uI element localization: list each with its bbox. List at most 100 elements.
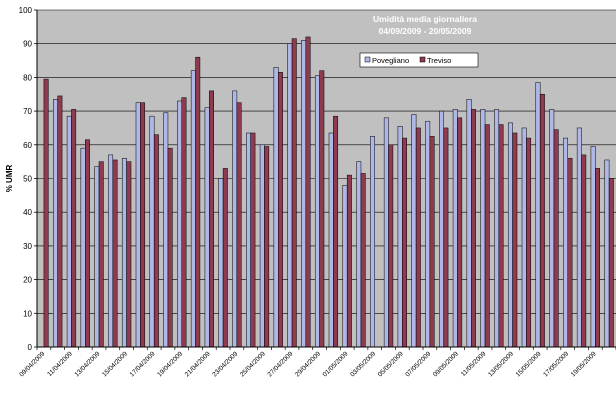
bar-treviso bbox=[568, 158, 572, 347]
bar-povegliano bbox=[577, 128, 581, 347]
bar-treviso bbox=[389, 145, 393, 347]
bar-povegliano bbox=[260, 145, 264, 347]
bar-povegliano bbox=[329, 133, 333, 347]
bar-povegliano bbox=[164, 113, 168, 347]
bar-treviso bbox=[347, 175, 351, 347]
y-tick-label: 10 bbox=[23, 309, 32, 318]
bar-povegliano bbox=[467, 99, 471, 347]
bar-treviso bbox=[416, 128, 420, 347]
bar-treviso bbox=[85, 140, 89, 347]
bar-treviso bbox=[223, 168, 227, 347]
bar-povegliano bbox=[108, 155, 112, 347]
y-tick-label: 40 bbox=[23, 208, 32, 217]
bar-povegliano bbox=[536, 82, 540, 347]
bar-treviso bbox=[292, 39, 296, 347]
y-tick-label: 50 bbox=[23, 175, 32, 184]
bar-treviso bbox=[209, 91, 213, 347]
bar-povegliano bbox=[412, 114, 416, 347]
bar-treviso bbox=[264, 146, 268, 347]
bar-povegliano bbox=[67, 116, 71, 347]
y-tick-label: 80 bbox=[23, 73, 32, 82]
legend: Povegliano Treviso bbox=[360, 53, 478, 67]
bar-povegliano bbox=[205, 108, 209, 347]
bar-povegliano bbox=[481, 109, 485, 347]
bar-treviso bbox=[499, 125, 503, 347]
bar-povegliano bbox=[522, 128, 526, 347]
bar-treviso bbox=[58, 96, 62, 347]
bar-povegliano bbox=[357, 162, 361, 347]
bar-povegliano bbox=[508, 123, 512, 347]
y-tick-label: 60 bbox=[23, 141, 32, 150]
bar-treviso bbox=[196, 57, 200, 347]
bar-povegliano bbox=[384, 118, 388, 347]
chart-subtitle: 04/09/2009 - 20/05/2009 bbox=[379, 26, 472, 36]
bar-treviso bbox=[485, 125, 489, 347]
bar-povegliano bbox=[605, 160, 609, 347]
bar-treviso bbox=[582, 155, 586, 347]
bar-povegliano bbox=[177, 101, 181, 347]
bar-povegliano bbox=[191, 71, 195, 347]
bar-povegliano bbox=[453, 109, 457, 347]
bar-povegliano bbox=[219, 179, 223, 348]
bar-treviso bbox=[361, 173, 365, 347]
bar-treviso bbox=[237, 103, 241, 347]
bar-treviso bbox=[44, 79, 48, 347]
bar-povegliano bbox=[150, 116, 154, 347]
bar-treviso bbox=[251, 133, 255, 347]
bar-treviso bbox=[554, 130, 558, 347]
bar-povegliano bbox=[53, 99, 57, 347]
bar-povegliano bbox=[122, 158, 126, 347]
bar-povegliano bbox=[343, 185, 347, 347]
bar-povegliano bbox=[315, 76, 319, 347]
bar-treviso bbox=[113, 160, 117, 347]
bar-treviso bbox=[182, 98, 186, 347]
legend-swatch-treviso bbox=[420, 57, 425, 62]
bar-treviso bbox=[526, 138, 530, 347]
bar-treviso bbox=[168, 148, 172, 347]
bar-treviso bbox=[140, 103, 144, 347]
bar-treviso bbox=[127, 162, 131, 347]
bar-povegliano bbox=[494, 109, 498, 347]
y-tick-label: 100 bbox=[19, 6, 33, 15]
bar-treviso bbox=[471, 109, 475, 347]
bar-povegliano bbox=[370, 136, 374, 347]
bar-povegliano bbox=[95, 167, 99, 347]
bar-treviso bbox=[320, 71, 324, 347]
bar-treviso bbox=[278, 72, 282, 347]
bar-treviso bbox=[609, 179, 613, 348]
bar-treviso bbox=[444, 128, 448, 347]
chart-title: Umidità media giornaliera bbox=[373, 14, 477, 24]
y-tick-label: 30 bbox=[23, 242, 32, 251]
bar-povegliano bbox=[136, 103, 140, 347]
bar-povegliano bbox=[398, 126, 402, 347]
bar-povegliano bbox=[591, 146, 595, 347]
bar-povegliano bbox=[274, 67, 278, 347]
bar-treviso bbox=[306, 37, 310, 347]
bar-treviso bbox=[513, 133, 517, 347]
bar-treviso bbox=[71, 109, 75, 347]
bar-povegliano bbox=[246, 133, 250, 347]
bar-treviso bbox=[333, 116, 337, 347]
bar-treviso bbox=[99, 162, 103, 347]
y-tick-label: 90 bbox=[23, 40, 32, 49]
bar-treviso bbox=[457, 118, 461, 347]
bar-treviso bbox=[154, 135, 158, 347]
bar-treviso bbox=[540, 94, 544, 347]
bar-povegliano bbox=[232, 91, 236, 347]
bar-treviso bbox=[595, 168, 599, 347]
bar-povegliano bbox=[439, 111, 443, 347]
legend-swatch-povegliano bbox=[365, 57, 370, 62]
bar-treviso bbox=[402, 138, 406, 347]
bar-povegliano bbox=[81, 148, 85, 347]
bar-povegliano bbox=[563, 138, 567, 347]
y-tick-label: 0 bbox=[28, 343, 33, 352]
y-tick-label: 70 bbox=[23, 107, 32, 116]
bar-povegliano bbox=[288, 44, 292, 347]
bar-povegliano bbox=[301, 40, 305, 347]
legend-label-povegliano: Povegliano bbox=[372, 56, 409, 65]
bar-povegliano bbox=[550, 109, 554, 347]
bar-treviso bbox=[430, 136, 434, 347]
y-axis-label: % UMR bbox=[5, 165, 14, 193]
bar-povegliano bbox=[425, 121, 429, 347]
